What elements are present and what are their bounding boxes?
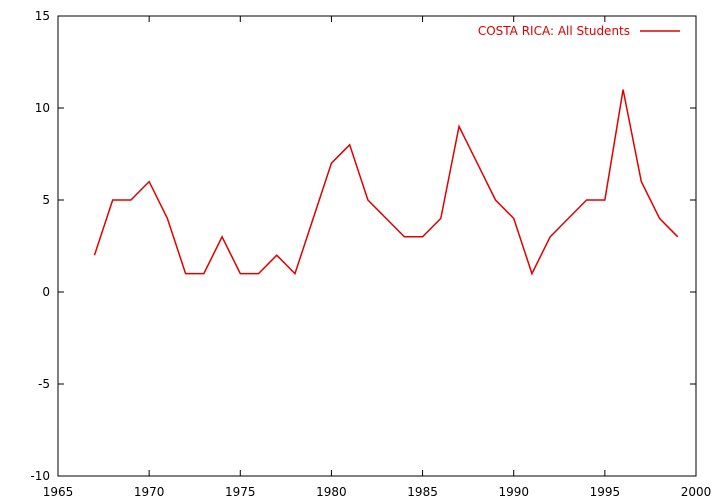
series-line (93, 89, 679, 276)
x-tick-label: 1980 (316, 485, 347, 499)
y-tick-label: 0 (42, 285, 50, 299)
legend-label: COSTA RICA: All Students (478, 24, 630, 38)
y-tick-label: 10 (35, 101, 50, 115)
y-tick-label: 15 (35, 9, 50, 23)
x-axis: 1965 1970 1975 1980 1985 1990 1995 2000 (43, 16, 712, 499)
x-tick-label: 1995 (590, 485, 621, 499)
x-tick-label: 1965 (43, 485, 74, 499)
x-tick-label: 1985 (407, 485, 438, 499)
y-axis: -10 -5 0 5 10 15 (30, 9, 696, 483)
plot-frame (57, 15, 697, 477)
y-tick-label: -10 (30, 469, 50, 483)
x-tick-label: 1975 (225, 485, 256, 499)
x-tick-label: 1970 (134, 485, 165, 499)
series-layer (93, 89, 679, 276)
x-tick-label: 1990 (498, 485, 529, 499)
y-tick-label: -5 (38, 377, 50, 391)
y-tick-label: 5 (42, 193, 50, 207)
x-tick-label: 2000 (681, 485, 712, 499)
legend: COSTA RICA: All Students (478, 24, 680, 38)
